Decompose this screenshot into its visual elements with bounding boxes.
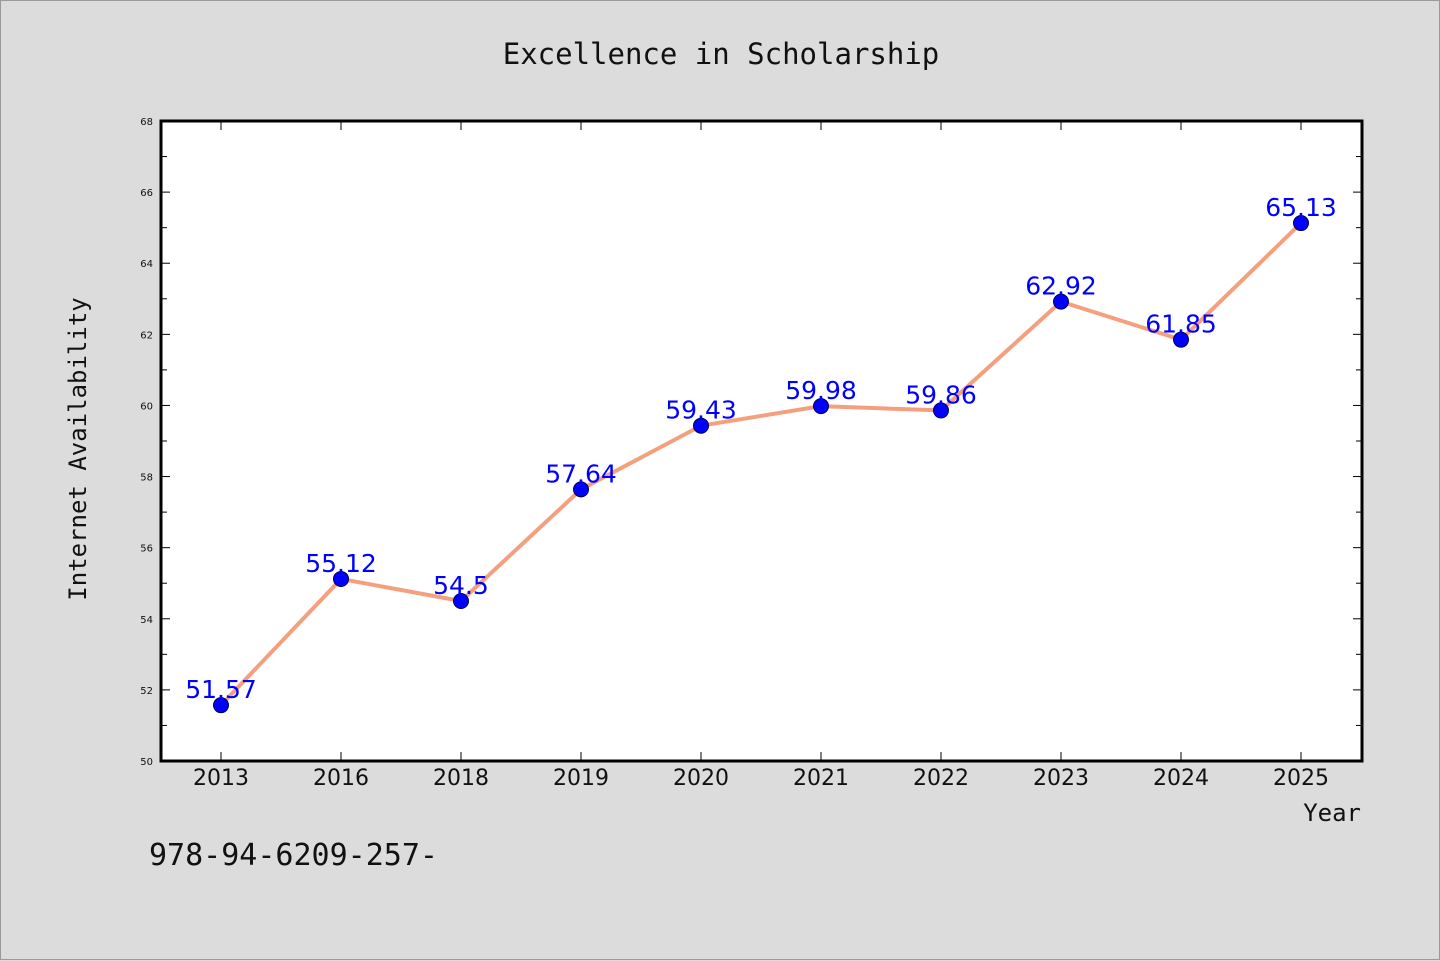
data-label: 61.85: [1145, 310, 1217, 339]
data-label-group: 51.57 55.12 54.5 57.64 59.43 59.98 59.86 62.92 6…: [185, 193, 1337, 704]
y-tick-label: 68: [140, 117, 153, 128]
data-label: 54.5: [433, 571, 489, 600]
data-label: 51.57: [185, 675, 257, 704]
x-axis-label: Year: [1303, 799, 1361, 827]
data-point-marker: [1173, 331, 1189, 348]
data-label: 62.92: [1025, 272, 1097, 301]
data-label: 59.43: [665, 396, 737, 425]
x-tick-label: 2021: [793, 766, 849, 791]
plot-area: [159, 119, 1364, 763]
data-label: 57.64: [545, 459, 617, 488]
x-tick-label: 2024: [1153, 766, 1209, 791]
x-tick-label: 2013: [193, 766, 249, 791]
data-point-marker: [693, 417, 709, 434]
x-tick-label: 2022: [913, 766, 969, 791]
data-label: 65.13: [1265, 193, 1337, 222]
y-axis-label: Internet Availability: [64, 297, 92, 600]
y-tick-label: 56: [140, 544, 153, 555]
data-point-marker: [933, 402, 949, 419]
chart-title: Excellence in Scholarship: [503, 37, 940, 71]
data-label: 59.86: [905, 380, 977, 409]
marker-group: [213, 215, 1309, 714]
y-tick-label: 60: [140, 401, 153, 412]
data-point-marker: [813, 398, 829, 415]
y-tick-label: 50: [140, 757, 153, 768]
y-tick-label: 62: [140, 330, 153, 341]
data-point-marker: [453, 593, 469, 609]
x-tick-label: 2025: [1273, 766, 1329, 791]
footer-text: 978-94-6209-257-: [149, 838, 438, 873]
data-point-marker: [1293, 215, 1309, 232]
y-tick-label: 54: [140, 615, 153, 626]
series-line-group: [219, 221, 1303, 708]
y-tick-label: 52: [140, 686, 153, 697]
x-tick-label: 2020: [673, 766, 729, 791]
data-point-marker: [1053, 293, 1069, 310]
x-tick-label: 2016: [313, 766, 369, 791]
y-tick-label: 64: [140, 259, 153, 270]
data-point-marker: [573, 481, 589, 498]
y-tick-label: 58: [140, 473, 153, 484]
y-tick-label: 66: [140, 188, 153, 199]
x-tick-label: 2023: [1033, 766, 1089, 791]
x-tick-label: 2018: [433, 766, 489, 791]
data-point-marker: [213, 697, 229, 714]
series-line: [219, 221, 1303, 708]
data-label: 55.12: [305, 549, 377, 578]
x-axis: 2013 2016 2018 2019 2020 2021 2022 2023 2024 2025: [193, 121, 1329, 791]
x-tick-label: 2019: [553, 766, 609, 791]
y-axis: 50 52 54 56 58 60 62 64 66 68: [140, 117, 1362, 768]
data-point-marker: [333, 570, 349, 587]
data-label: 59.98: [785, 376, 857, 405]
